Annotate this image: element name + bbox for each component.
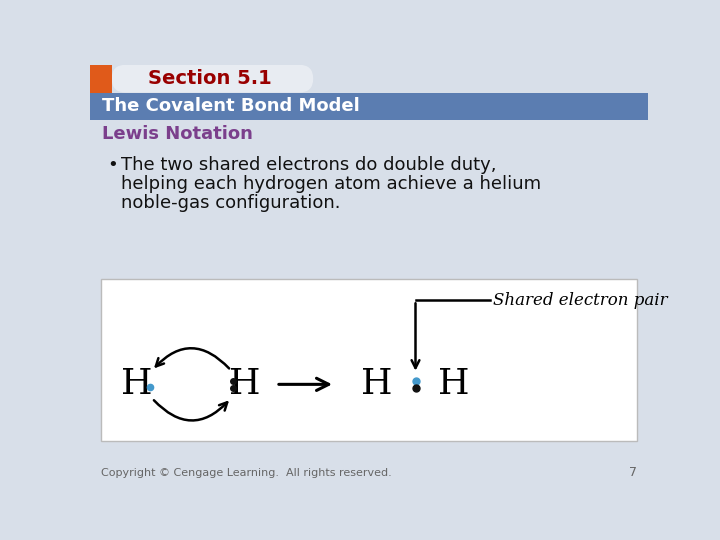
Text: Section 5.1: Section 5.1 — [148, 69, 272, 88]
Text: Shared electron pair: Shared electron pair — [493, 292, 667, 309]
FancyBboxPatch shape — [112, 65, 313, 92]
Text: H: H — [121, 367, 152, 401]
Bar — [90, 65, 112, 92]
Text: H: H — [361, 367, 392, 401]
Text: The two shared electrons do double duty,: The two shared electrons do double duty, — [121, 156, 497, 174]
Text: helping each hydrogen atom achieve a helium: helping each hydrogen atom achieve a hel… — [121, 175, 541, 193]
Bar — [101, 279, 637, 441]
Text: noble-gas configuration.: noble-gas configuration. — [121, 194, 341, 212]
Text: The Covalent Bond Model: The Covalent Bond Model — [102, 97, 360, 116]
Text: H: H — [438, 367, 470, 401]
Text: Lewis Notation: Lewis Notation — [102, 125, 253, 143]
Text: H: H — [229, 367, 261, 401]
Text: •: • — [107, 156, 118, 174]
Text: Copyright © Cengage Learning.  All rights reserved.: Copyright © Cengage Learning. All rights… — [101, 468, 392, 478]
Text: 7: 7 — [629, 467, 637, 480]
Bar — [90, 92, 648, 120]
